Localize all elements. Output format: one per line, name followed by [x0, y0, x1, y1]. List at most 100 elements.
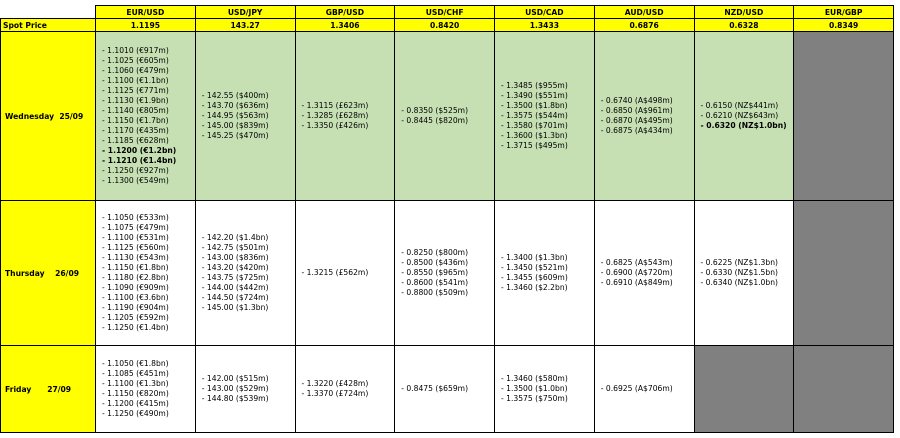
expiry-line: - 1.1210 (€1.4bn)	[102, 156, 177, 165]
expiry-line: - 1.3490 ($551m)	[501, 91, 568, 100]
expiry-cell: - 1.1050 (€533m) - 1.1075 (€479m) - 1.1100…	[95, 200, 196, 346]
day-label: Thursday 26/09	[0, 200, 96, 346]
expiry-line: - 0.8550 ($965m)	[401, 268, 469, 277]
expiry-line: - 1.3370 (£724m)	[301, 389, 369, 398]
expiry-cell: - 1.3115 (£623m) - 1.3285 (£628m) - 1.3350…	[294, 31, 396, 201]
expiry-line: - 1.1250 (€490m)	[102, 409, 169, 418]
expiry-line: - 1.1150 (€1.8bn)	[102, 263, 169, 272]
expiry-line: - 1.1300 (€549m)	[102, 176, 169, 185]
spot-price: 0.8349	[793, 18, 894, 32]
expiry-line: - 0.6225 (NZ$1.3bn)	[700, 258, 779, 267]
expiry-line: - 0.6210 (NZ$643m)	[700, 111, 779, 120]
expiry-line: - 0.6910 (A$849m)	[600, 278, 673, 287]
expiry-line: - 0.6340 (NZ$1.0bn)	[700, 278, 779, 287]
expiry-line: - 1.1250 (€927m)	[102, 166, 169, 175]
expiry-line: - 1.3460 ($2.2bn)	[501, 283, 568, 292]
expiry-cell: - 1.1010 (€917m) - 1.1025 (€605m) - 1.1060…	[95, 31, 196, 201]
expiry-line: - 142.75 ($501m)	[201, 243, 269, 252]
spot-price: 0.6328	[693, 18, 795, 32]
expiry-line: - 143.00 ($529m)	[201, 384, 269, 393]
expiry-line: - 144.80 ($539m)	[201, 394, 269, 403]
expiry-line: - 1.3575 ($544m)	[501, 111, 568, 120]
expiry-line: - 142.00 ($515m)	[201, 374, 269, 383]
spot-price: 1.1195	[95, 18, 196, 32]
expiry-line: - 1.1250 (€1.4bn)	[102, 323, 169, 332]
expiry-cell: - 142.55 ($400m) - 143.70 ($636m) - 144.95…	[194, 31, 296, 201]
expiry-line: - 0.6740 (A$498m)	[600, 96, 673, 105]
expiry-line: - 1.1180 (€2.8bn)	[102, 273, 169, 282]
expiry-cell: - 0.8350 ($525m) - 0.8445 ($820m)	[394, 31, 495, 201]
expiry-line: - 0.8600 ($541m)	[401, 278, 469, 287]
expiry-line: - 144.50 ($724m)	[201, 293, 269, 302]
expiry-line: - 1.3485 ($955m)	[501, 81, 568, 90]
expiry-line: - 1.1100 (€531m)	[102, 233, 169, 242]
expiry-line: - 1.3460 ($580m)	[501, 374, 568, 383]
expiry-line: - 0.6320 (NZ$1.0bn)	[700, 121, 787, 130]
expiry-line: - 143.20 ($420m)	[201, 263, 269, 272]
expiry-line: - 1.3715 ($495m)	[501, 141, 568, 150]
expiry-line: - 145.00 ($839m)	[201, 121, 269, 130]
expiry-line: - 1.3500 ($1.8bn)	[501, 101, 568, 110]
day-row: Wednesday 25/09- 1.1010 (€917m) - 1.1025 …	[0, 31, 894, 201]
expiry-line: - 0.6150 (NZ$441m)	[700, 101, 779, 110]
expiry-line: - 0.6330 (NZ$1.5bn)	[700, 268, 779, 277]
expiry-line: - 1.3450 ($521m)	[501, 263, 568, 272]
expiry-line: - 1.3400 ($1.3bn)	[501, 253, 568, 262]
expiry-line: - 1.3115 (£623m)	[301, 101, 369, 110]
expiry-line: - 1.1170 (€435m)	[102, 126, 169, 135]
shaded-cell	[793, 31, 894, 201]
expiry-line: - 1.1125 (€771m)	[102, 86, 169, 95]
expiry-line: - 1.1200 (€415m)	[102, 399, 169, 408]
header-row: EUR/USD USD/JPY GBP/USD USD/CHF USD/CAD AUD/U…	[0, 5, 894, 19]
day-label: Wednesday 25/09	[0, 31, 96, 201]
expiry-cell: - 0.6740 (A$498m) - 0.6850 (A$961m) - 0.68…	[593, 31, 695, 201]
expiry-line: - 1.1090 (€909m)	[102, 283, 169, 292]
expiry-line: - 1.1085 (€451m)	[102, 369, 169, 378]
expiry-line: - 0.6900 (A$720m)	[600, 268, 673, 277]
expiry-line: - 0.8800 ($509m)	[401, 288, 469, 297]
expiry-line: - 0.8250 ($800m)	[401, 248, 469, 257]
spot-price: 1.3433	[494, 18, 595, 32]
spot-label: Spot Price	[0, 18, 96, 32]
expiry-line: - 1.1025 (€605m)	[102, 56, 169, 65]
expiry-line: - 1.1130 (€543m)	[102, 253, 169, 262]
expiry-line: - 1.3350 (£426m)	[301, 121, 369, 130]
expiry-line: - 0.8475 ($659m)	[401, 384, 469, 393]
expiry-line: - 1.1075 (€479m)	[102, 223, 169, 232]
shaded-cell	[793, 345, 894, 433]
expiry-line: - 1.1100 (€3.6bn)	[102, 293, 169, 302]
spot-price: 1.3406	[294, 18, 396, 32]
expiry-line: - 1.1205 (€592m)	[102, 313, 169, 322]
column-header: USD/JPY	[194, 5, 296, 19]
expiry-line: - 1.1150 (€820m)	[102, 389, 169, 398]
table-body: EUR/USD USD/JPY GBP/USD USD/CHF USD/CAD AUD/U…	[0, 5, 894, 433]
expiry-line: - 1.1100 (€1.3bn)	[102, 379, 169, 388]
expiry-line: - 1.1140 (€805m)	[102, 106, 169, 115]
day-row: Friday 27/09- 1.1050 (€1.8bn) - 1.1085 (€…	[0, 345, 894, 433]
expiry-line: - 1.3580 ($701m)	[501, 121, 568, 130]
expiry-line: - 0.8445 ($820m)	[401, 116, 469, 125]
expiry-line: - 0.8350 ($525m)	[401, 106, 469, 115]
expiry-cell: - 0.6225 (NZ$1.3bn) - 0.6330 (NZ$1.5bn) - …	[693, 200, 795, 346]
expiry-line: - 1.3220 (£428m)	[301, 379, 369, 388]
spot-price: 0.6876	[593, 18, 695, 32]
expiry-line: - 1.1125 (€560m)	[102, 243, 169, 252]
expiry-line: - 1.3500 ($1.0bn)	[501, 384, 568, 393]
expiry-cell: - 142.00 ($515m) - 143.00 ($529m) - 144.80…	[194, 345, 296, 433]
expiry-line: - 0.6925 (A$706m)	[600, 384, 673, 393]
expiry-line: - 0.6875 (A$434m)	[600, 126, 673, 135]
expiry-cell: - 0.8475 ($659m)	[394, 345, 495, 433]
expiry-line: - 1.1100 (€1.1bn)	[102, 76, 169, 85]
expiry-cell: - 0.6150 (NZ$441m) - 0.6210 (NZ$643m) - 0.…	[693, 31, 795, 201]
expiry-line: - 143.00 ($836m)	[201, 253, 269, 262]
expiry-line: - 144.95 ($563m)	[201, 111, 269, 120]
expiry-line: - 1.1200 (€1.2bn)	[102, 146, 177, 155]
expiry-cell: - 1.3220 (£428m) - 1.3370 (£724m)	[294, 345, 396, 433]
expiry-line: - 1.3600 ($1.3bn)	[501, 131, 568, 140]
expiry-cell: - 1.3485 ($955m) - 1.3490 ($551m) - 1.3500…	[494, 31, 595, 201]
expiry-line: - 1.3455 ($609m)	[501, 273, 568, 282]
shaded-cell	[693, 345, 795, 433]
expiry-cell: - 0.6925 (A$706m)	[593, 345, 695, 433]
expiry-line: - 142.20 ($1.4bn)	[201, 233, 269, 242]
